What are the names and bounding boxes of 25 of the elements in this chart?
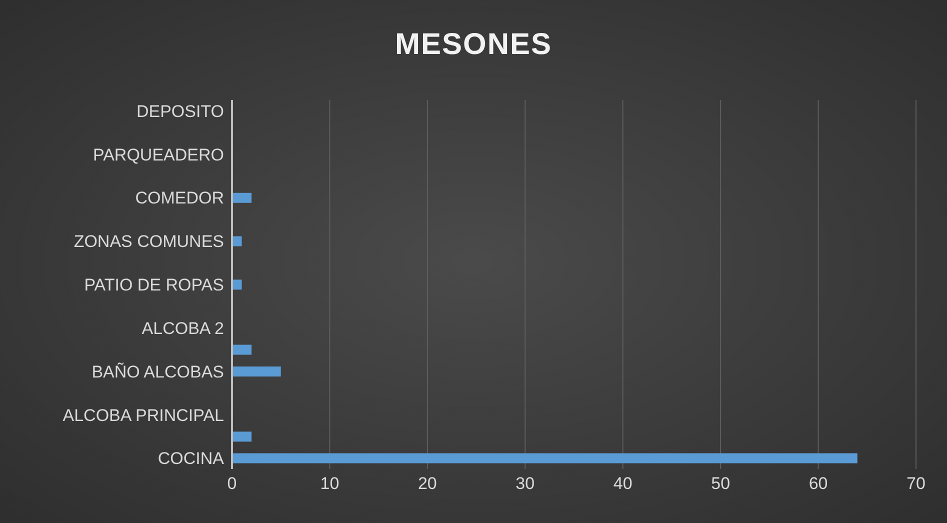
bar xyxy=(232,280,242,290)
y-tick-label: COMEDOR xyxy=(135,188,224,208)
x-tick-label: 60 xyxy=(808,474,828,494)
bar xyxy=(232,192,252,203)
y-tick-label: DEPOSITO xyxy=(136,102,224,121)
bar xyxy=(232,432,252,442)
y-tick-label: PATIO DE ROPAS xyxy=(84,276,224,295)
y-tick-label: ALCOBA 2 xyxy=(142,318,224,338)
y-tick-label: ALCOBA PRINCIPAL xyxy=(62,406,224,425)
x-tick-label: 40 xyxy=(613,474,632,494)
x-tick-label: 70 xyxy=(906,474,926,494)
x-tick-label: 20 xyxy=(418,474,437,494)
bar xyxy=(232,236,242,246)
y-tick-label: PARQUEADERO xyxy=(93,145,224,164)
bar xyxy=(232,453,858,464)
y-tick-label: COCINA xyxy=(158,449,225,468)
chart-title: MESONES xyxy=(394,28,554,62)
y-tick-label: ZONAS COMUNES xyxy=(74,232,224,252)
x-tick-label: 0 xyxy=(227,474,237,494)
x-tick-label: 10 xyxy=(320,474,340,494)
y-tick-label: BAÑO ALCOBAS xyxy=(92,362,224,382)
x-tick-label: 30 xyxy=(516,474,535,494)
bar xyxy=(232,344,252,355)
bar xyxy=(232,366,281,376)
x-tick-label: 50 xyxy=(711,474,730,494)
